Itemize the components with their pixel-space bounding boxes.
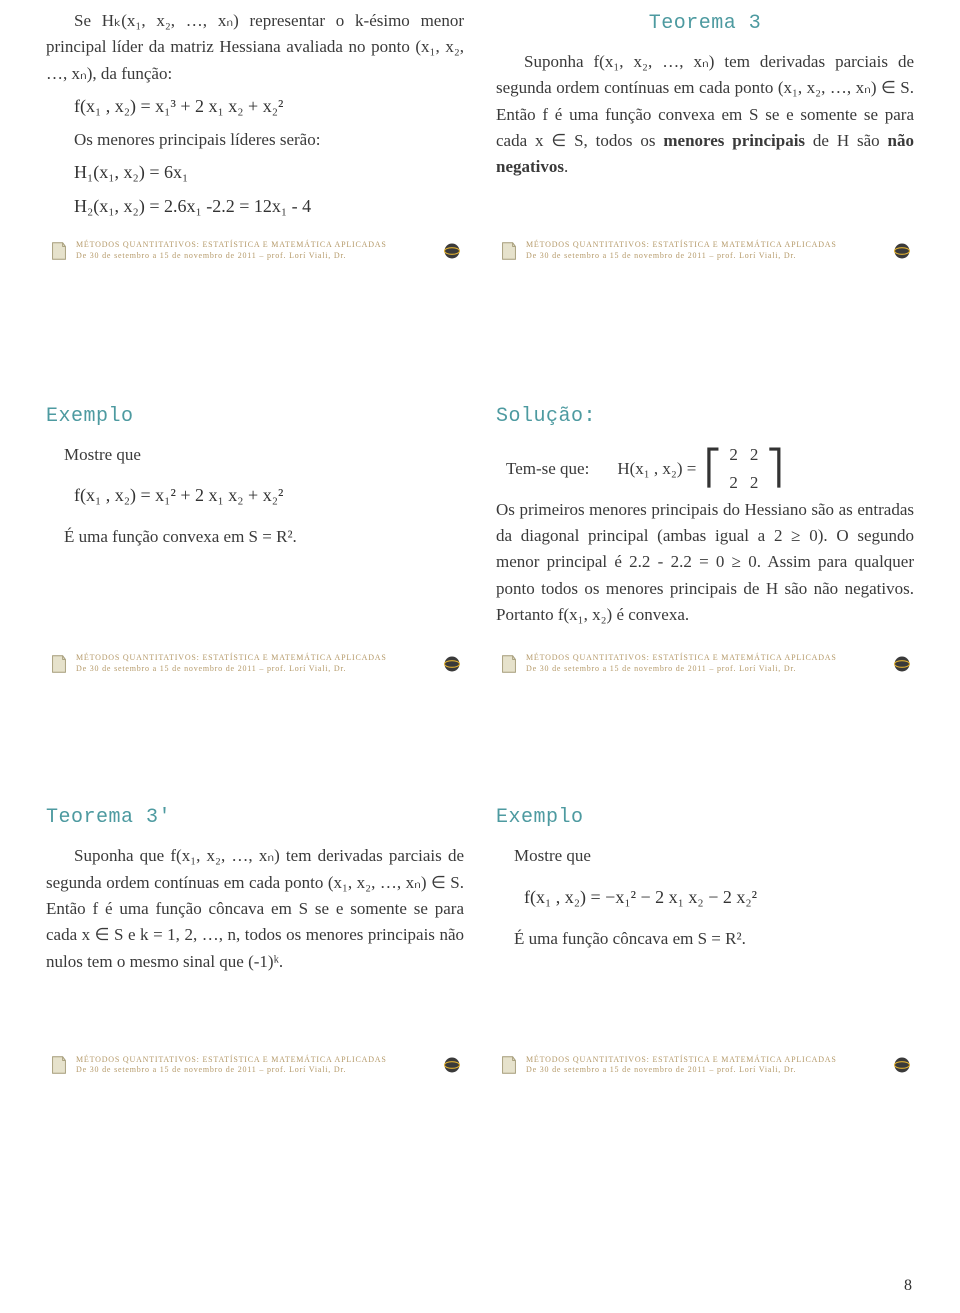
formula: H₂(x₁, x₂) = 2.6x₁ -2.2 = 12x₁ - 4 [74, 193, 464, 221]
footer-text: MÉTODOS QUANTITATIVOS: ESTATÍSTICA E MAT… [526, 240, 837, 262]
matrix-cell: 2 [729, 442, 738, 468]
footer-text: MÉTODOS QUANTITATIVOS: ESTATÍSTICA E MAT… [526, 1055, 837, 1077]
slide-4: Solução: Tem-se que: H(x₁ , x₂) = ⎡ 2 2 … [490, 393, 920, 634]
paragraph: Suponha f(x₁, x₂, …, xₙ) tem derivadas p… [496, 49, 914, 181]
paragraph: Mostre que [514, 843, 914, 869]
globe-icon [892, 241, 912, 261]
slide-footer: MÉTODOS QUANTITATIVOS: ESTATÍSTICA E MAT… [496, 653, 914, 675]
paper-icon [48, 240, 70, 262]
formula: f(x₁ , x₂) = −x₁² − 2 x₁ x₂ − 2 x₂² [524, 884, 914, 912]
slide-1: Se Hₖ(x₁, x₂, …, xₙ) representar o k-ési… [40, 0, 470, 233]
paragraph: Mostre que [64, 442, 464, 468]
slide-footer: MÉTODOS QUANTITATIVOS: ESTATÍSTICA E MAT… [46, 240, 464, 262]
text-run: . [564, 157, 568, 176]
footer-text: MÉTODOS QUANTITATIVOS: ESTATÍSTICA E MAT… [526, 653, 837, 675]
paper-icon [48, 653, 70, 675]
bold-run: menores principais [663, 131, 805, 150]
paragraph: Se Hₖ(x₁, x₂, …, xₙ) representar o k-ési… [46, 8, 464, 87]
slide-6: Exemplo Mostre que f(x₁ , x₂) = −x₁² − 2… [490, 794, 920, 981]
text-lead: Tem-se que: [506, 456, 589, 482]
matrix-cell: 2 [750, 470, 759, 496]
formula: f(x₁ , x₂) = x₁³ + 2 x₁ x₂ + x₂² [74, 93, 464, 121]
paragraph: Os primeiros menores principais do Hessi… [496, 497, 914, 629]
formula: f(x₁ , x₂) = x₁² + 2 x₁ x₂ + x₂² [74, 482, 464, 510]
footer-text: MÉTODOS QUANTITATIVOS: ESTATÍSTICA E MAT… [76, 653, 387, 675]
slide-3: Exemplo Mostre que f(x₁ , x₂) = x₁² + 2 … [40, 393, 470, 634]
paper-icon [498, 1054, 520, 1076]
matrix-cell: 2 [729, 470, 738, 496]
slide-title: Solução: [496, 401, 914, 432]
paragraph: Os menores principais líderes serão: [74, 127, 464, 153]
formula: H₁(x₁, x₂) = 6x₁ [74, 159, 464, 187]
globe-icon [892, 1055, 912, 1075]
paper-icon [498, 653, 520, 675]
slide-footer: MÉTODOS QUANTITATIVOS: ESTATÍSTICA E MAT… [496, 240, 914, 262]
slide-title: Teorema 3 [496, 8, 914, 39]
paragraph: É uma função côncava em S = R². [514, 926, 914, 952]
matrix-label: H(x₁ , x₂) = [617, 456, 696, 482]
globe-icon [442, 241, 462, 261]
globe-icon [442, 654, 462, 674]
paper-icon [498, 240, 520, 262]
paragraph: Tem-se que: H(x₁ , x₂) = ⎡ 2 2 2 2 ⎤ [506, 442, 914, 497]
globe-icon [892, 654, 912, 674]
paragraph: Suponha que f(x₁, x₂, …, xₙ) tem derivad… [46, 843, 464, 975]
slide-2: Teorema 3 Suponha f(x₁, x₂, …, xₙ) tem d… [490, 0, 920, 233]
slide-footer: MÉTODOS QUANTITATIVOS: ESTATÍSTICA E MAT… [46, 653, 464, 675]
globe-icon [442, 1055, 462, 1075]
footer-text: MÉTODOS QUANTITATIVOS: ESTATÍSTICA E MAT… [76, 1055, 387, 1077]
slide-title: Exemplo [496, 802, 914, 833]
paragraph: É uma função convexa em S = R². [64, 524, 464, 550]
page-number: 8 [904, 1277, 912, 1295]
text-run: de H são [805, 131, 887, 150]
slide-5: Teorema 3' Suponha que f(x₁, x₂, …, xₙ) … [40, 794, 470, 981]
paper-icon [48, 1054, 70, 1076]
matrix-cell: 2 [750, 442, 759, 468]
matrix: ⎡ 2 2 2 2 ⎤ [704, 442, 783, 497]
slide-footer: MÉTODOS QUANTITATIVOS: ESTATÍSTICA E MAT… [46, 1054, 464, 1076]
slide-title: Exemplo [46, 401, 464, 432]
slide-title: Teorema 3' [46, 802, 464, 833]
footer-text: MÉTODOS QUANTITATIVOS: ESTATÍSTICA E MAT… [76, 240, 387, 262]
slide-footer: MÉTODOS QUANTITATIVOS: ESTATÍSTICA E MAT… [496, 1054, 914, 1076]
